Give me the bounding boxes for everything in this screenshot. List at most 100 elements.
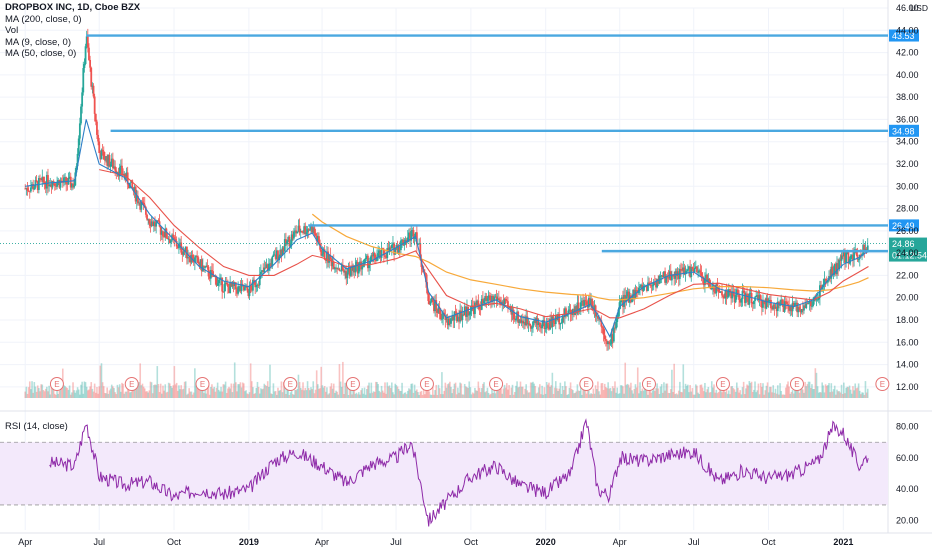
earnings-marker [345, 377, 360, 391]
candle-body [132, 187, 135, 192]
candle-body [390, 244, 393, 249]
volume-bar [57, 393, 60, 398]
volume-bar [569, 382, 572, 398]
volume-bar [627, 384, 630, 398]
volume-bar [77, 389, 80, 398]
volume-bar [553, 387, 556, 398]
earnings-marker-label: E [54, 380, 59, 389]
volume-bar [166, 391, 169, 398]
volume-bar [458, 392, 460, 398]
candle-body [854, 249, 857, 251]
volume-bar [700, 384, 703, 398]
volume-bar [391, 382, 393, 398]
volume-bar [142, 386, 145, 398]
volume-bar [659, 386, 662, 398]
volume-bar [844, 393, 846, 398]
candle-body [454, 311, 457, 313]
volume-bar [478, 387, 481, 398]
legend-ma200[interactable]: MA (200, close, 0) [5, 13, 82, 25]
candle-body [799, 310, 802, 313]
earnings-marker [875, 377, 890, 391]
candle-body [801, 309, 804, 311]
candle-body [661, 275, 664, 278]
volume-bar [184, 381, 187, 398]
candle-body [451, 315, 454, 319]
candle-body [791, 302, 794, 312]
volume-bar [69, 394, 72, 398]
volume-bar [494, 393, 497, 398]
candle-body [288, 236, 291, 247]
volume-bar [411, 383, 414, 398]
candle-body [823, 278, 826, 285]
legend-ma50[interactable]: MA (50, close, 0) [5, 48, 77, 59]
candle-body [237, 286, 240, 294]
candle-body [458, 316, 460, 322]
candle-body [149, 223, 152, 227]
candle-body [444, 315, 447, 321]
rsi-legend[interactable]: RSI (14, close) [5, 421, 68, 432]
legend-vol[interactable]: Vol [5, 25, 19, 36]
candle-body [648, 282, 651, 285]
candle-body [359, 261, 361, 265]
volume-bar [799, 387, 802, 398]
price-tick-label: 28.00 [896, 204, 919, 214]
volume-bar [862, 392, 864, 398]
candle-body [246, 285, 249, 291]
candle-body [576, 302, 579, 314]
volume-bar [322, 387, 325, 398]
candle-body [493, 297, 496, 301]
ma9-line [25, 119, 869, 339]
candle-body [431, 297, 434, 303]
candle-body [589, 298, 591, 305]
time-axis[interactable]: Apr Jul Oct 2019 Apr Jul Oct 2020 Apr Jul Oct 2021 [18, 537, 853, 547]
volume-bar [792, 393, 795, 398]
volume-bar [113, 388, 115, 398]
volume-bar [182, 388, 185, 398]
volume-bar [511, 384, 514, 398]
volume-bar [137, 383, 139, 398]
volume-bar [639, 382, 641, 398]
candle-body [847, 251, 850, 264]
candle-body [585, 301, 588, 305]
volume-bar [849, 389, 852, 398]
volume-bar [630, 382, 632, 398]
legend-ma9[interactable]: MA (9, close, 0) [5, 36, 71, 48]
candle-body [507, 301, 509, 308]
volume-bar [521, 386, 524, 398]
volume-bar [41, 384, 44, 398]
candle-body [106, 156, 109, 166]
volume-bar [442, 394, 444, 398]
candle-body [363, 259, 366, 265]
volume-bar [87, 390, 89, 398]
volume-bar [176, 390, 179, 398]
volume-bar [682, 364, 685, 398]
candle-body [689, 266, 692, 277]
candle-body [710, 288, 713, 290]
candle-body [745, 293, 747, 303]
volume-bar [486, 387, 489, 398]
volume-bar [324, 391, 327, 398]
candle-body [135, 195, 138, 202]
volume-bar [763, 394, 765, 398]
price-axis[interactable]: 12.00 14.00 16.00 18.00 20.00 22.00 24.00 26.00… [896, 3, 919, 526]
volume-bar [306, 381, 309, 398]
volume-bar [214, 391, 217, 398]
legend-title[interactable]: DROPBOX INC, 1D, Cboe BZX [5, 2, 141, 13]
volume-bar [676, 394, 679, 398]
volume-bar [233, 362, 236, 398]
volume-bar [706, 389, 708, 398]
volume-bar [35, 391, 38, 398]
volume-bar [816, 386, 819, 398]
volume-bar [835, 394, 837, 398]
volume-bar [754, 381, 756, 398]
candle-body [683, 267, 686, 275]
price-tick-label: 12.00 [896, 382, 919, 392]
volume-bar [480, 388, 483, 398]
volume-bar [76, 387, 79, 398]
countdown-label: 01:12:54 [892, 251, 927, 261]
candle-body [715, 283, 718, 294]
candle-body [256, 284, 259, 286]
volume-bar [815, 372, 818, 398]
